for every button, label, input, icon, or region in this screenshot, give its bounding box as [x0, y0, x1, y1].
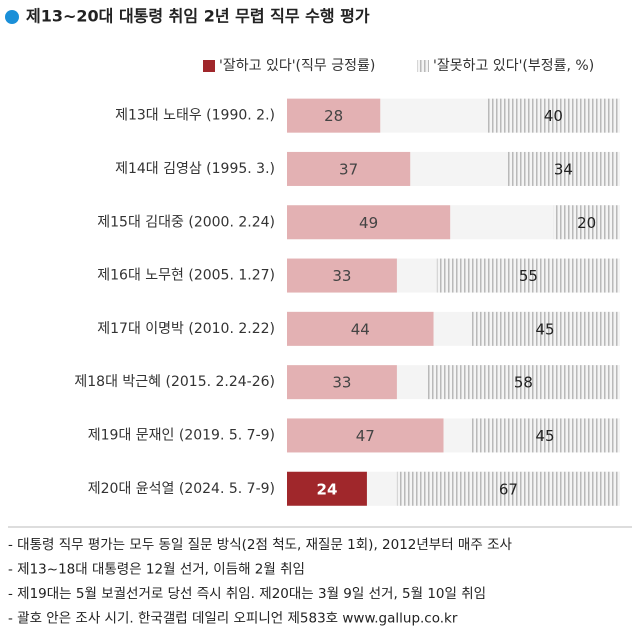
bar [287, 151, 411, 186]
bar [470, 418, 620, 453]
value-label: 44 [351, 320, 370, 338]
value-label: 24 [317, 480, 338, 498]
title-bullet [5, 10, 19, 24]
value-label: 33 [332, 267, 351, 285]
bar [436, 258, 620, 293]
value-label: 45 [536, 427, 555, 445]
bar [287, 471, 367, 506]
legend-label: '잘하고 있다'(직무 긍정률) [219, 58, 375, 74]
bar [506, 151, 620, 186]
value-label: 49 [359, 214, 378, 232]
legend-swatch [203, 60, 215, 72]
footnote: - 괄호 안은 조사 시기. 한국갤럽 데일리 오피니언 제583호 www.g… [8, 611, 458, 627]
bar [486, 98, 620, 133]
legend-swatch [417, 60, 429, 72]
footnote: - 제19대는 5월 보궐선거로 당선 즉시 취임. 제20대는 3월 9일 선… [8, 586, 486, 602]
category-label: 제17대 이명박 (2010. 2.22) [97, 321, 275, 337]
value-label: 47 [356, 427, 375, 445]
bar [287, 258, 397, 293]
bar [287, 365, 397, 400]
bar [396, 471, 620, 506]
value-label: 55 [519, 267, 538, 285]
bar [470, 311, 620, 346]
footnote: - 대통령 직무 평가는 모두 동일 질문 방식(2점 척도, 재질문 1회),… [8, 537, 512, 553]
value-label: 58 [514, 374, 533, 392]
value-label: 45 [536, 320, 555, 338]
category-label: 제19대 문재인 (2019. 5. 7-9) [88, 427, 275, 443]
category-label: 제18대 박근혜 (2015. 2.24-26) [74, 374, 275, 390]
value-label: 28 [324, 107, 343, 125]
value-label: 33 [332, 374, 351, 392]
value-label: 20 [577, 214, 596, 232]
bar [553, 205, 620, 240]
value-label: 40 [544, 107, 563, 125]
value-label: 67 [499, 480, 518, 498]
bar [287, 311, 434, 346]
category-label: 제15대 김대중 (2000. 2.24) [97, 214, 275, 230]
bar [287, 98, 381, 133]
category-label: 제16대 노무현 (2005. 1.27) [97, 268, 275, 284]
footnote: - 제13~18대 대통령은 12월 선거, 이듬해 2월 취임 [8, 562, 305, 578]
chart-title: 제13~20대 대통령 취임 2년 무렵 직무 수행 평가 [26, 7, 370, 26]
category-label: 제13대 노태우 (1990. 2.) [115, 108, 275, 124]
value-label: 37 [339, 160, 358, 178]
category-label: 제20대 윤석열 (2024. 5. 7-9) [88, 481, 275, 497]
bar [426, 365, 620, 400]
bar [287, 205, 451, 240]
category-label: 제14대 김영삼 (1995. 3.) [115, 161, 275, 177]
value-label: 34 [554, 160, 573, 178]
bar [287, 418, 444, 453]
legend-label: '잘못하고 있다'(부정률, %) [433, 58, 594, 74]
